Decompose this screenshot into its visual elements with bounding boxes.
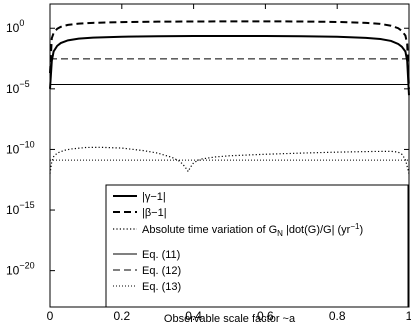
series-line-1 (49, 20, 410, 89)
legend-label-gdot-suffix: |dot(G)/G| (yr (283, 224, 351, 236)
legend-label-gdot: Absolute time variation of GN |dot(G)/G|… (142, 222, 363, 238)
legend-label-gdot-main: Absolute time variation of G (142, 224, 277, 236)
x-tick-label-0.4: 0.4 (185, 309, 202, 323)
legend-label-eq12: Eq. (12) (142, 265, 181, 277)
series-line-absolute-time-variation-of-g (49, 146, 410, 174)
series-line-1 (49, 34, 410, 96)
legend-label-eq11: Eq. (11) (142, 249, 180, 261)
y-tick-label-−15: 10−15 (6, 200, 35, 217)
legend-label-beta: |β−1| (142, 207, 167, 219)
legend: |γ−1| |β−1| Absolute time variation of G… (105, 184, 409, 308)
x-tick-label-1: 1 (406, 309, 411, 323)
y-tick-label-−10: 10−10 (6, 139, 35, 156)
y-tick-label-−5: 10−5 (6, 79, 30, 96)
y-tick-label-−20: 10−20 (6, 261, 35, 278)
x-tick-label-0.2: 0.2 (113, 309, 130, 323)
y-tick-label-0: 100 (6, 18, 24, 35)
legend-box (105, 184, 409, 308)
legend-label-gdot-sup: −1 (350, 222, 360, 231)
legend-label-gdot-sub: N (277, 229, 283, 238)
x-tick-label-0.8: 0.8 (329, 309, 346, 323)
legend-label-gdot-end: ) (359, 224, 363, 236)
series-layer (49, 20, 410, 174)
x-tick-label-0: 0 (47, 309, 54, 323)
x-axis-label: Observable scale factor ~a (164, 313, 296, 324)
plot-frame (49, 3, 410, 308)
x-tick-label-0.6: 0.6 (257, 309, 274, 323)
axis-layer: 0 0.2 0.4 0.6 0.8 1 100 10−5 10−10 10−15 10−20 (6, 4, 411, 323)
legend-label-gamma: |γ−1| (142, 191, 166, 203)
legend-label-eq13: Eq. (13) (142, 281, 181, 293)
